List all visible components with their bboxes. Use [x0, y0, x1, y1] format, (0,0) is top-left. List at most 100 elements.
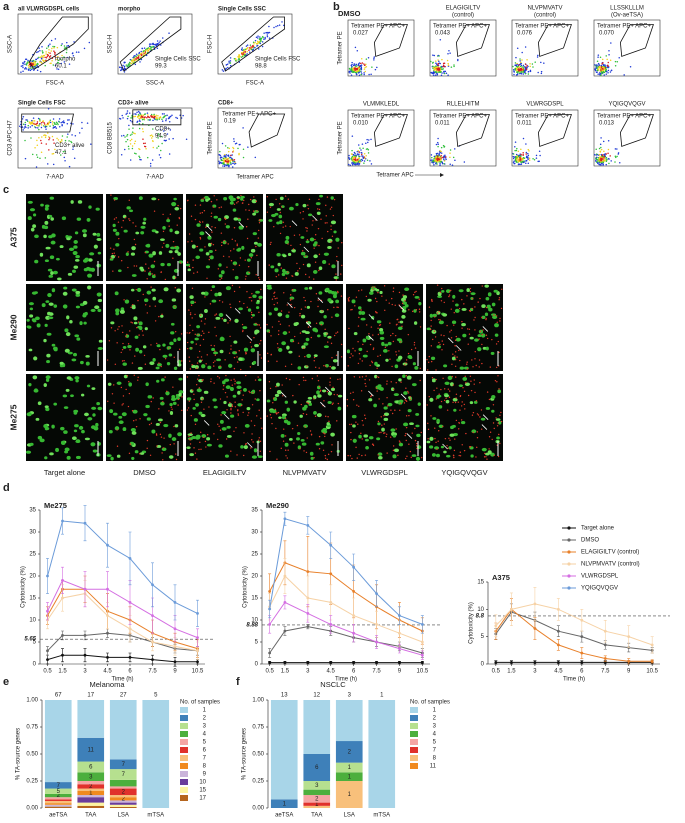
legend-marker: [567, 562, 571, 566]
flow-event: [234, 161, 236, 164]
data-point: [128, 656, 132, 659]
flow-event: [156, 43, 158, 45]
green-cell: [322, 389, 327, 393]
red-cell: [245, 443, 247, 446]
flow-event: [222, 161, 224, 164]
green-cell: [135, 231, 140, 235]
series-line: [269, 518, 423, 625]
series-line: [47, 593, 198, 652]
green-cell: [300, 251, 306, 256]
flow-event: [131, 147, 134, 150]
flow-event: [607, 148, 610, 151]
red-cell: [335, 354, 338, 356]
flow-plot: [593, 109, 661, 167]
red-cell: [215, 249, 217, 252]
segment-label: 1: [89, 790, 93, 796]
flow-event: [158, 118, 161, 120]
red-cell: [175, 458, 178, 461]
flow-event: [597, 56, 599, 58]
legend-label: 2: [203, 716, 207, 722]
red-cell: [488, 398, 491, 401]
red-cell: [201, 359, 203, 361]
data-point: [151, 614, 154, 617]
gate-percent: 94.9: [155, 134, 167, 140]
green-cell: [254, 329, 260, 334]
flow-event: [515, 160, 517, 162]
red-cell: [469, 445, 472, 448]
flow-event: [600, 148, 603, 151]
green-cell: [130, 288, 135, 292]
red-cell: [156, 445, 158, 447]
x-tick-label: TAA: [85, 813, 96, 819]
flow-event: [231, 166, 234, 168]
red-cell: [348, 327, 350, 330]
green-cell: [223, 318, 227, 323]
red-cell: [267, 360, 270, 362]
flow-event: [442, 64, 445, 67]
green-cell: [470, 454, 474, 458]
red-cell: [351, 457, 353, 460]
red-cell: [466, 368, 469, 370]
flow-event: [436, 73, 439, 75]
data-point: [375, 640, 378, 644]
data-point: [106, 587, 109, 591]
flow-event: [604, 159, 607, 161]
green-cell: [495, 418, 501, 421]
arrow: [303, 246, 310, 253]
green-cell: [281, 341, 287, 346]
flow-event: [514, 141, 517, 143]
red-cell: [190, 432, 192, 434]
green-cell: [189, 295, 194, 300]
red-cell: [135, 419, 137, 421]
green-cell: [163, 287, 169, 292]
green-cell: [44, 323, 48, 328]
green-cell: [121, 412, 127, 417]
red-cell: [332, 386, 334, 389]
green-cell: [200, 198, 205, 202]
flow-event: [145, 147, 147, 150]
red-cell: [250, 296, 252, 299]
red-cell: [236, 244, 238, 247]
arrow: [205, 231, 211, 237]
flow-event: [150, 116, 153, 118]
flow-event: [518, 163, 521, 165]
red-cell: [177, 398, 180, 401]
red-cell: [442, 425, 444, 428]
micrograph-background: [426, 284, 503, 371]
flow-event: [357, 63, 360, 65]
data-point: [268, 651, 272, 655]
red-cell: [369, 364, 371, 367]
red-cell: [137, 299, 139, 302]
red-cell: [128, 381, 130, 383]
data-point: [306, 570, 310, 573]
flow-event: [357, 70, 360, 72]
green-cell: [115, 243, 120, 247]
threshold-label: 8.88: [246, 623, 258, 629]
red-cell: [350, 353, 352, 355]
flow-event: [232, 147, 235, 150]
green-cell: [151, 197, 157, 201]
red-cell: [414, 291, 416, 294]
red-cell: [414, 439, 417, 442]
red-cell: [277, 274, 280, 276]
red-cell: [220, 232, 223, 234]
green-cell: [168, 433, 172, 438]
green-cell: [330, 432, 335, 437]
bar-segment: [44, 806, 72, 808]
flow-event: [436, 161, 439, 163]
flow-event: [90, 143, 92, 145]
green-cell: [218, 263, 222, 267]
green-cell: [149, 361, 155, 366]
flow-event: [126, 135, 128, 137]
flow-event: [57, 59, 60, 62]
green-cell: [365, 445, 369, 450]
green-cell: [191, 364, 196, 369]
flow-event: [529, 70, 532, 73]
flow-event: [514, 62, 517, 64]
flow-event: [134, 140, 137, 142]
y-tick-label: 15: [251, 596, 258, 602]
red-cell: [307, 402, 310, 405]
green-cell: [232, 208, 237, 212]
flow-event: [33, 64, 36, 66]
arrow: [406, 433, 413, 439]
